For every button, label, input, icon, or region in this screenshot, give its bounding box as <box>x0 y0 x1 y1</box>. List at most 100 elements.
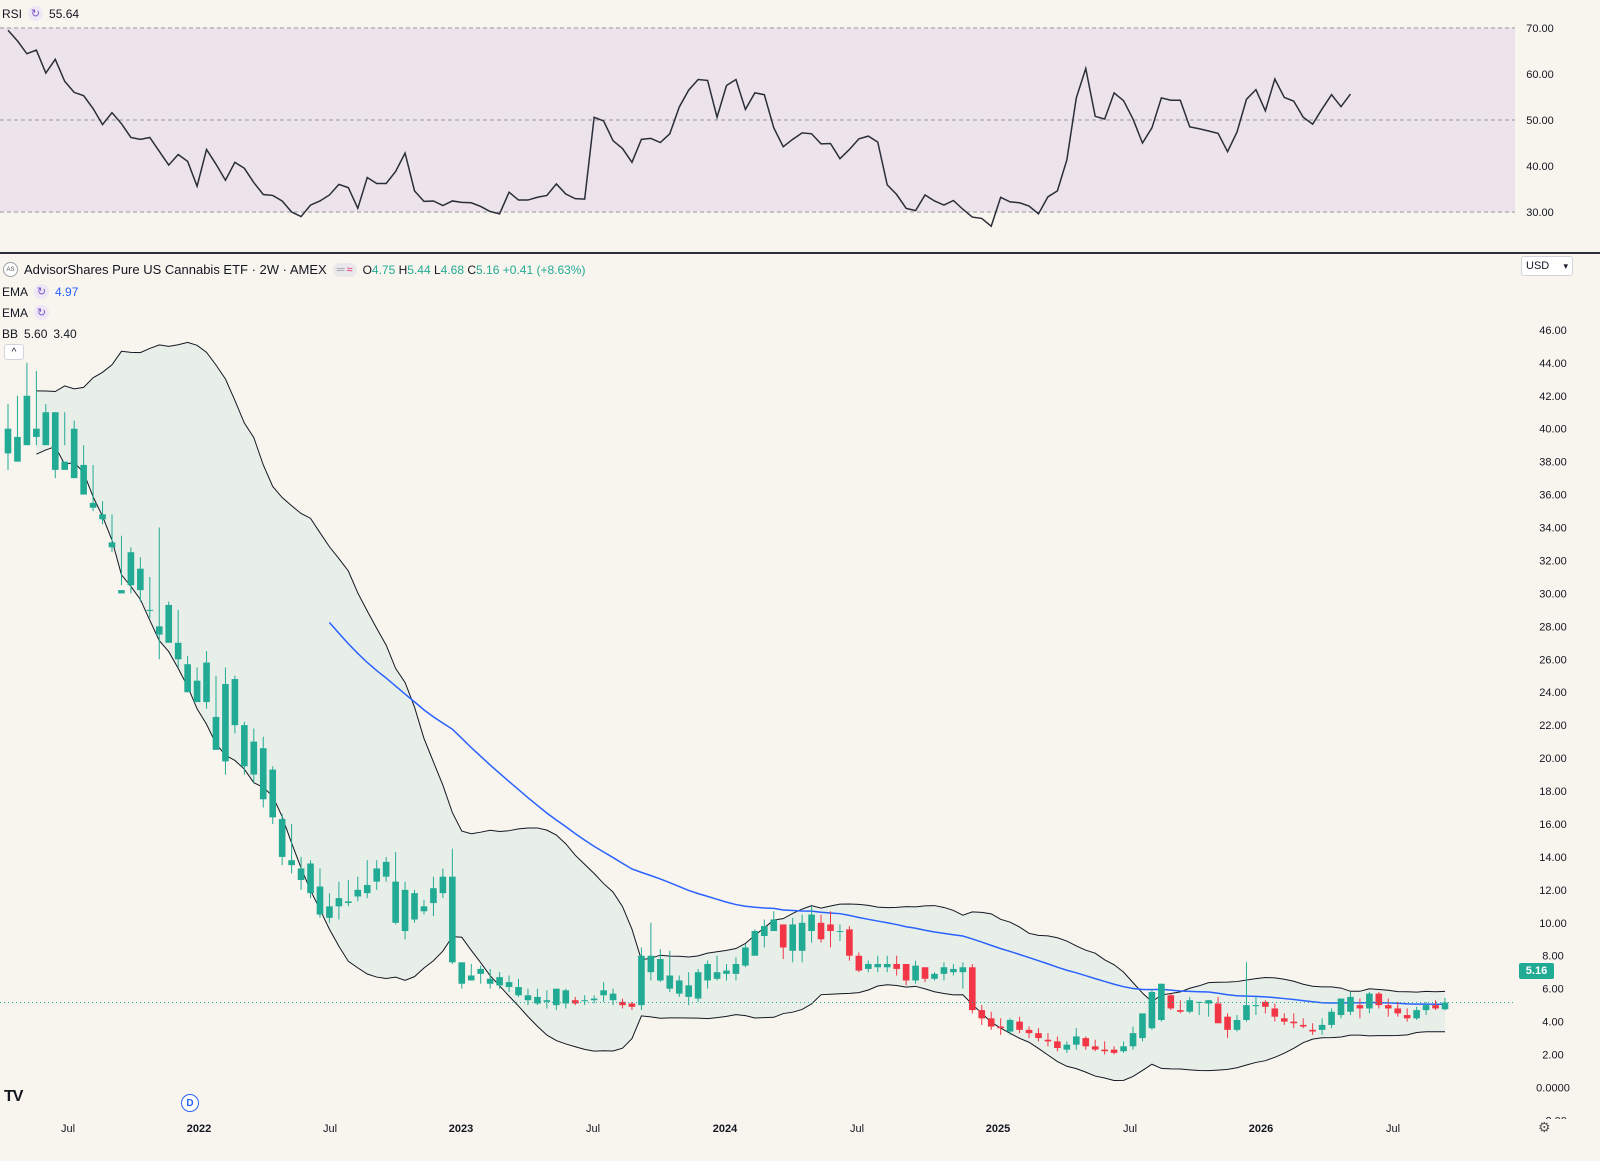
candle-body <box>401 889 409 932</box>
candle-body <box>600 990 607 996</box>
ema2-label: EMA <box>2 305 29 320</box>
price-tick-label: 30.00 <box>1539 588 1567 600</box>
ema1-legend[interactable]: EMA ↻ 4.97 <box>2 284 78 299</box>
candle-body <box>770 919 778 932</box>
open-value: 4.75 <box>371 262 396 277</box>
candle-body <box>1176 1010 1184 1012</box>
settings-gear-icon[interactable]: ⚙ <box>1538 1119 1551 1135</box>
candle-body <box>817 922 825 940</box>
candle-body <box>1432 1005 1439 1009</box>
candle-body <box>1224 1016 1231 1030</box>
ema2-legend[interactable]: EMA ↻ <box>2 305 50 320</box>
candle-body <box>1356 1005 1364 1009</box>
rsi-chart[interactable]: 70.00 60.00 50.00 40.00 30.00 <box>0 0 1600 252</box>
currency-selector[interactable]: USD ▾ <box>1521 256 1573 276</box>
candle-body <box>1158 983 1165 1020</box>
candle-body <box>893 963 900 969</box>
rsi-tick-label: 50.00 <box>1526 115 1554 127</box>
open-label: O <box>362 262 372 277</box>
candle-body <box>666 975 674 989</box>
candle-body <box>742 947 749 966</box>
symbol-title[interactable]: AdvisorShares Pure US Cannabis ETF · 2W … <box>24 262 327 277</box>
rsi-pane[interactable]: 70.00 60.00 50.00 40.00 30.00 <box>0 0 1600 252</box>
candle-body <box>269 769 277 818</box>
price-tick-label: 44.00 <box>1539 358 1567 370</box>
time-tick-label: Jul <box>1123 1123 1137 1135</box>
candle-body <box>1280 1018 1288 1022</box>
candle-body <box>184 664 191 693</box>
candle-body <box>1082 1038 1090 1047</box>
candle-body <box>449 876 456 963</box>
candle-body <box>1035 1033 1042 1039</box>
time-axis[interactable]: Jul 2022 Jul 2023 Jul 2024 Jul 2025 Jul 2026 Jul <box>0 1119 1600 1161</box>
candle-body <box>1139 1013 1146 1039</box>
candle-body <box>354 889 362 897</box>
settings-cycle-icon[interactable]: ↻ <box>34 305 50 320</box>
candle-body <box>1120 1046 1127 1052</box>
tradingview-logo[interactable]: TV <box>4 1088 23 1105</box>
high-value: 5.44 <box>407 262 431 277</box>
settings-cycle-icon[interactable]: ↻ <box>28 6 44 21</box>
candle-body <box>1366 993 1373 1009</box>
candle-body <box>865 963 872 969</box>
candle-body <box>477 968 485 974</box>
candle-body <box>524 995 532 1001</box>
candle-body <box>1054 1041 1061 1048</box>
candle-body <box>940 967 948 974</box>
candle-body <box>193 680 201 703</box>
candle-body <box>335 898 343 907</box>
candle-body <box>1110 1049 1118 1053</box>
candle-body <box>89 502 97 508</box>
price-pane[interactable]: 46.00 44.00 42.00 40.00 38.00 36.00 34.00 32.00… <box>0 254 1600 1127</box>
candle-body <box>902 963 910 981</box>
candle-body <box>761 926 768 936</box>
candle-body <box>33 428 40 437</box>
candle-body <box>1262 1001 1269 1007</box>
candle-body <box>647 955 655 973</box>
candle-body <box>203 662 210 703</box>
candle-body <box>307 863 314 894</box>
settings-cycle-icon[interactable]: ↻ <box>34 284 50 299</box>
time-tick-label: 2023 <box>449 1123 473 1135</box>
price-tick-label: 6.00 <box>1542 984 1563 996</box>
price-tick-label: 12.00 <box>1539 885 1567 897</box>
change-value: +0.41 (+8.63%) <box>502 262 586 277</box>
price-tick-label: 2.00 <box>1542 1050 1563 1062</box>
candle-body <box>534 996 541 1004</box>
candle-body <box>250 741 258 775</box>
candle-body <box>127 552 135 586</box>
candle-body <box>99 514 106 520</box>
pane-divider[interactable] <box>0 252 1600 254</box>
time-tick-label: 2025 <box>986 1123 1010 1135</box>
candle-body <box>80 464 87 495</box>
rsi-tick-label: 60.00 <box>1526 69 1554 81</box>
candle-body <box>316 886 324 915</box>
rsi-legend[interactable]: RSI ↻ 55.64 <box>2 6 79 21</box>
candle-body <box>1271 1008 1279 1017</box>
candle-body <box>931 973 938 979</box>
candle-body <box>174 642 182 660</box>
symbol-legend[interactable]: AS AdvisorShares Pure US Cannabis ETF · … <box>3 262 585 277</box>
high-label: H <box>398 262 408 277</box>
candle-body <box>827 924 834 932</box>
price-chart[interactable]: 46.00 44.00 42.00 40.00 38.00 36.00 34.00 32.00… <box>0 254 1600 1127</box>
bb-legend[interactable]: BB 5.60 3.40 <box>2 327 77 341</box>
price-tick-label: 18.00 <box>1539 786 1567 798</box>
candle-body <box>685 985 692 997</box>
time-tick-label: 2026 <box>1249 1123 1273 1135</box>
candle-body <box>1025 1029 1033 1034</box>
price-tick-label: 4.00 <box>1542 1017 1563 1029</box>
candle-body <box>619 1001 626 1006</box>
ohlc-values: O4.75 H5.44 L4.68 C5.16 +0.41 (+8.63%) <box>363 263 586 277</box>
time-tick-label: 2024 <box>713 1123 738 1135</box>
candle-body <box>155 626 163 635</box>
dividend-marker-icon[interactable]: D <box>181 1094 199 1112</box>
price-tick-label: 0.0000 <box>1536 1083 1570 1095</box>
candle-body <box>1375 993 1383 1006</box>
last-price-tag: 5.16 <box>1519 963 1554 979</box>
indicator-toggle-pill[interactable]: ═ ≈ <box>332 262 357 277</box>
candle-body <box>212 716 220 750</box>
candle-body <box>1299 1024 1307 1027</box>
collapse-legend-button[interactable]: ^ <box>4 344 24 360</box>
